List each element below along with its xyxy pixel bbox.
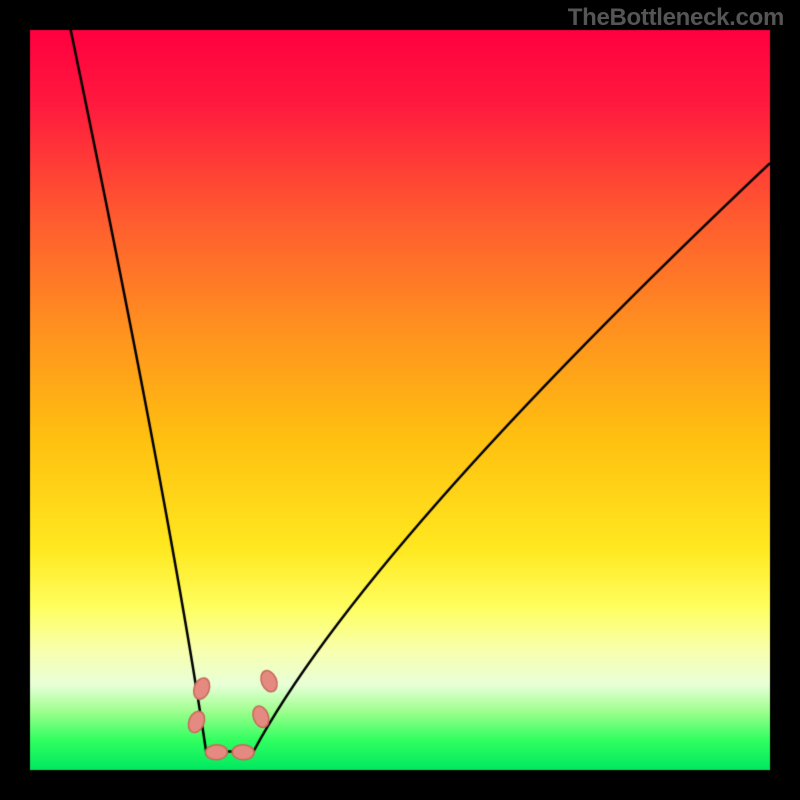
bottleneck-chart bbox=[0, 0, 800, 800]
watermark-text: TheBottleneck.com bbox=[568, 4, 784, 32]
